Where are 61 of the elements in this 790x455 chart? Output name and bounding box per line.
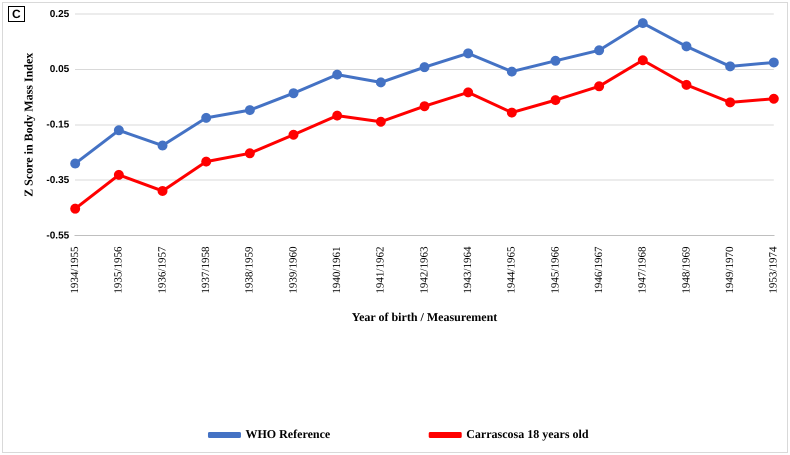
point [506,108,517,118]
y-tick-label: -0.35 [46,174,70,186]
text: C [8,6,25,22]
point [158,140,168,151]
y-tick-label: 0.25 [50,8,70,20]
x-tick-label: 1935/1956 [112,246,125,294]
x-tick-label: 1945/1966 [549,246,562,294]
x-tick-label: 1939/1960 [287,246,300,294]
point [463,48,474,58]
point [70,158,80,169]
point [506,66,517,77]
x-tick-label: 1943/1964 [462,246,474,294]
x-tick-label: 1940/1961 [331,246,344,294]
y-tick-label: 0.05 [50,64,70,76]
point [244,148,255,158]
point [244,105,255,116]
point [725,97,736,108]
point [419,101,430,112]
point [550,56,560,66]
x-tick-label: 1934/1955 [69,246,82,294]
point [594,81,604,92]
point [419,62,430,72]
point [70,204,80,214]
point [288,88,299,98]
x-tick-label: 1937/1958 [200,246,212,294]
x-tick-label: 1942/1963 [418,246,430,294]
point [158,186,168,196]
point [681,80,692,90]
point [725,61,736,72]
x-tick-label: 1946/1967 [593,246,606,294]
x-tick-label: 1938/1959 [244,246,256,294]
x-tick-label: 1948/1969 [680,246,692,294]
point [376,116,386,127]
point [201,156,212,167]
point [463,87,474,98]
point [550,95,560,106]
point [332,70,342,80]
legend-label: Carrascosa 18 years old [466,427,589,442]
x-tick-label: 1947/1968 [636,246,649,294]
x-tick-label: 1941/1962 [374,246,387,294]
y-axis-title: Z Score in Body Mass Index [21,52,36,197]
point [768,94,779,104]
y-tick-label: -0.15 [46,120,70,131]
point [114,125,124,136]
point [681,41,692,52]
point [114,170,124,180]
point [594,45,604,56]
x-tick-label: 1944/1965 [506,246,518,294]
point [768,57,779,68]
x-axis-title: Year of birth / Measurement [352,310,498,324]
point [376,77,386,88]
y-tick-label: -0.55 [46,230,70,242]
point [288,130,299,140]
point [332,110,342,121]
point [638,18,648,28]
legend-label: WHO Reference [245,427,331,442]
x-tick-label: 1949/1970 [724,246,736,294]
x-tick-label: 1936/1957 [156,246,168,294]
x-tick-label: 1953/1974 [768,246,780,294]
point [638,55,648,66]
point [201,112,212,123]
